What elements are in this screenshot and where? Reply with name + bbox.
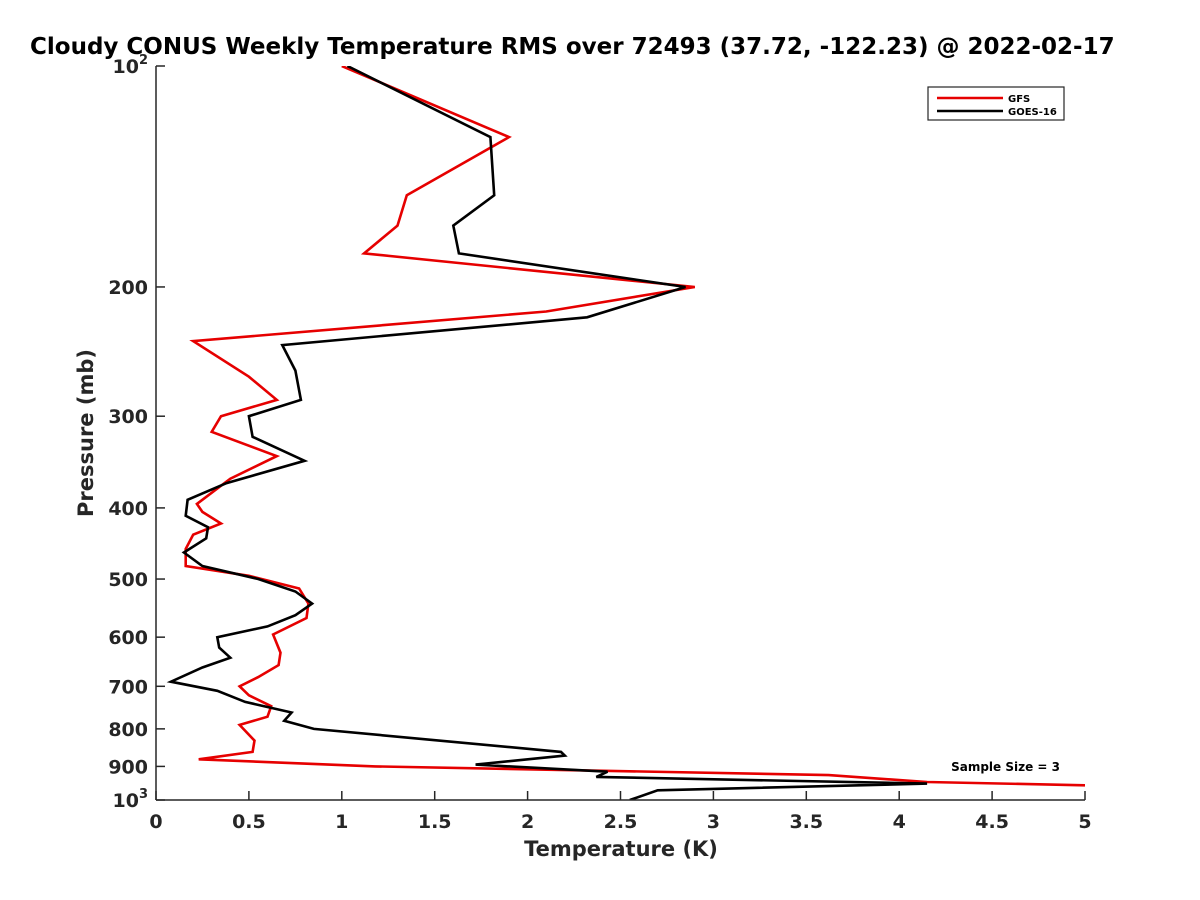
- series-line-2: [166, 66, 928, 800]
- legend: GFS GOES-16: [927, 86, 1065, 121]
- axes: [155, 66, 1085, 801]
- legend-label: GOES-16: [1008, 107, 1057, 118]
- x-axis-label: Temperature (K): [524, 837, 718, 861]
- x-tick-label: 5: [1078, 811, 1091, 833]
- y-ticks: 102 200 300 400 500 600 700 800 900 103: [108, 53, 165, 812]
- y-tick-label: 200: [108, 277, 148, 299]
- x-tick-label: 1: [335, 811, 348, 833]
- x-tick-label: 2: [521, 811, 534, 833]
- y-tick-label: 600: [108, 627, 148, 649]
- plot-lines: [166, 66, 1085, 800]
- legend-box: [927, 86, 1065, 121]
- y-tick-label: 103: [113, 787, 149, 812]
- x-tick-label: 0.5: [232, 811, 266, 833]
- x-tick-label: 0: [149, 811, 162, 833]
- x-ticks: 0 0.5 1 1.5 2 2.5 3 3.5 4 4.5 5: [149, 791, 1092, 833]
- sample-size-annotation: Sample Size = 3: [951, 760, 1060, 774]
- x-tick-label: 3.5: [789, 811, 823, 833]
- legend-label: GFS: [1008, 94, 1030, 105]
- x-tick-label: 3: [707, 811, 720, 833]
- x-tick-label: 2.5: [604, 811, 638, 833]
- y-tick-label: 500: [108, 569, 148, 591]
- series-line-1: [184, 66, 1085, 787]
- x-tick-label: 1.5: [418, 811, 452, 833]
- x-tick-label: 4.5: [975, 811, 1009, 833]
- y-tick-label: 800: [108, 719, 148, 741]
- chart-title: Cloudy CONUS Weekly Temperature RMS over…: [30, 34, 1115, 60]
- y-tick-label: 900: [108, 756, 148, 778]
- y-tick-label: 300: [108, 406, 148, 428]
- x-tick-label: 4: [893, 811, 906, 833]
- y-axis-label: Pressure (mb): [74, 349, 98, 517]
- y-tick-label: 400: [108, 498, 148, 520]
- y-tick-label: 700: [108, 676, 148, 698]
- y-tick-label: 102: [113, 53, 149, 78]
